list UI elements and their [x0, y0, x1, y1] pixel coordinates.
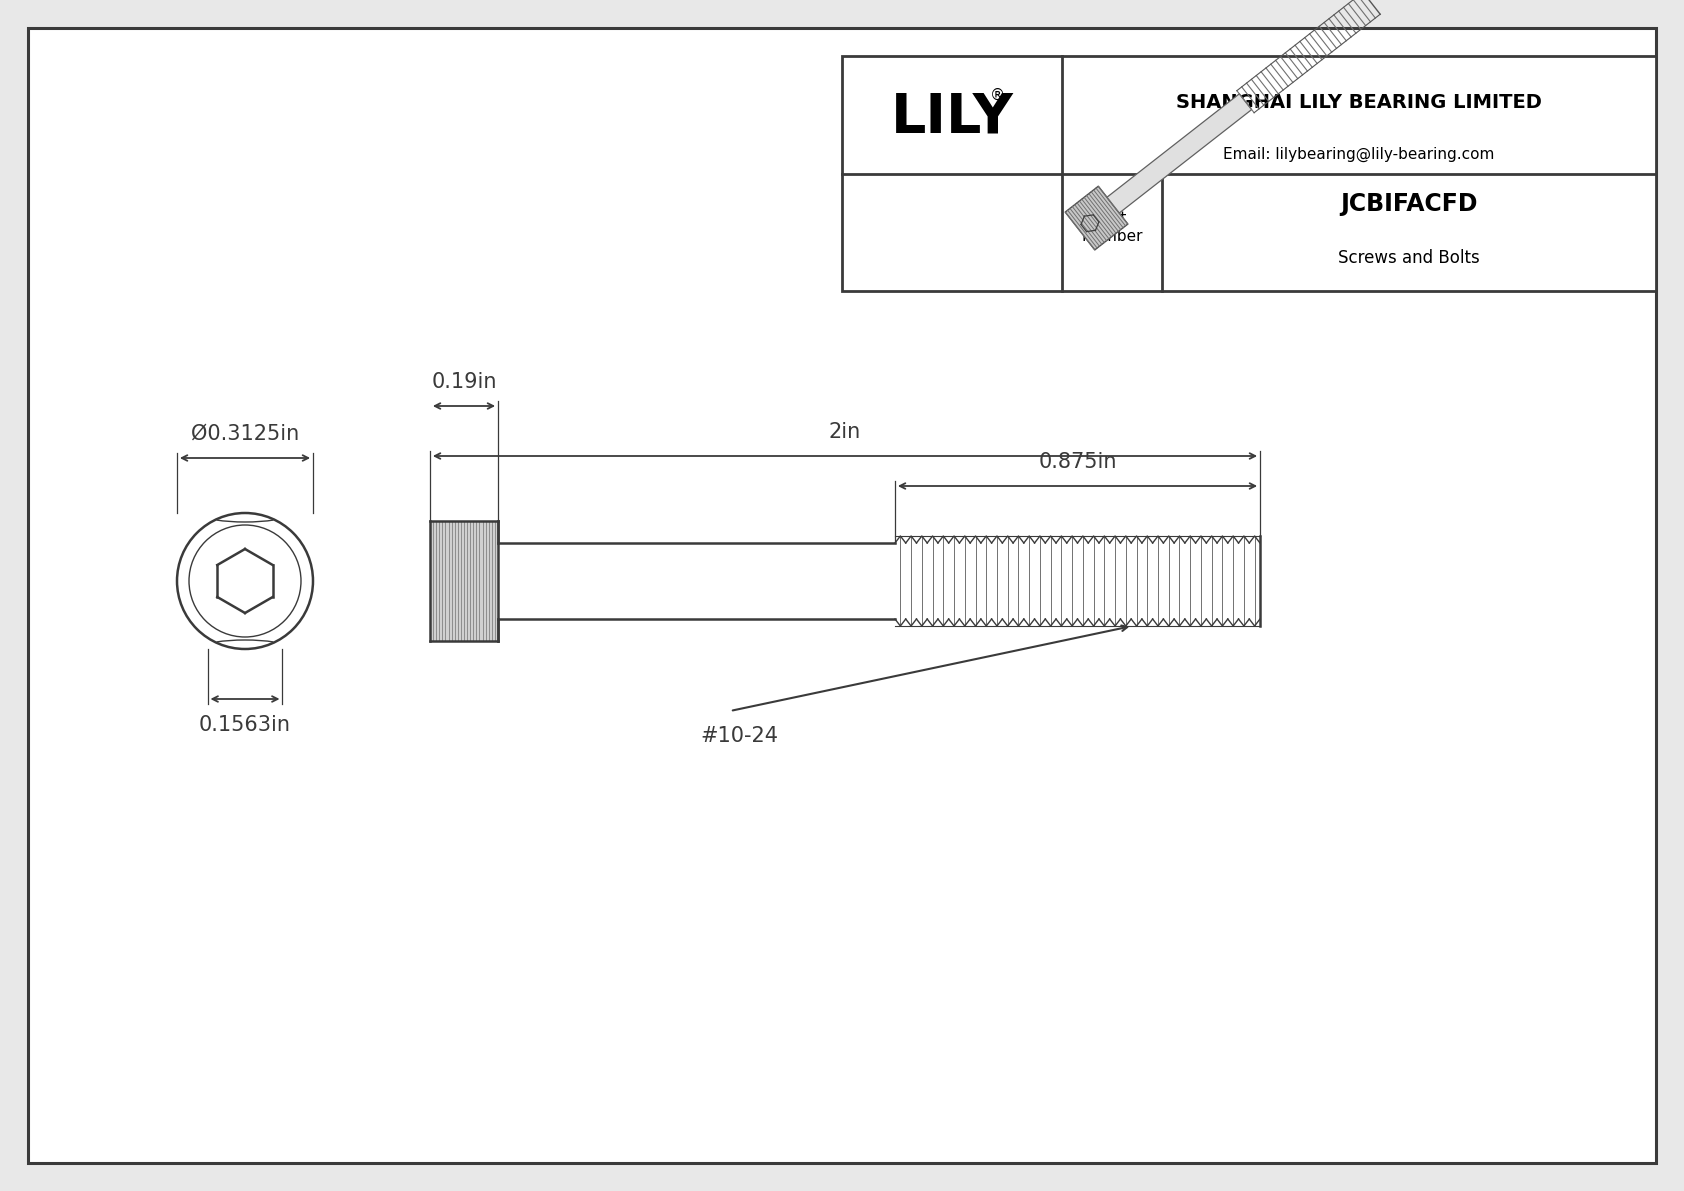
Text: 2in: 2in — [829, 422, 861, 442]
Text: 0.1563in: 0.1563in — [199, 715, 291, 735]
Polygon shape — [1066, 186, 1128, 250]
Text: SHANGHAI LILY BEARING LIMITED: SHANGHAI LILY BEARING LIMITED — [1175, 94, 1543, 112]
Polygon shape — [1106, 94, 1251, 213]
Text: #10-24: #10-24 — [701, 727, 778, 746]
Text: Email: lilybearing@lily-bearing.com: Email: lilybearing@lily-bearing.com — [1223, 148, 1495, 162]
Bar — [429, 520, 498, 641]
Text: JCBIFACFD: JCBIFACFD — [1340, 192, 1479, 216]
Text: Screws and Bolts: Screws and Bolts — [1339, 249, 1480, 267]
Bar — [842, 56, 1655, 291]
Text: Ø0.3125in: Ø0.3125in — [190, 424, 300, 444]
Text: LILY: LILY — [891, 91, 1014, 144]
Text: 0.875in: 0.875in — [1039, 453, 1116, 472]
Text: 0.19in: 0.19in — [431, 372, 497, 392]
Text: ®: ® — [990, 88, 1005, 102]
Text: Part
Number: Part Number — [1081, 211, 1143, 244]
